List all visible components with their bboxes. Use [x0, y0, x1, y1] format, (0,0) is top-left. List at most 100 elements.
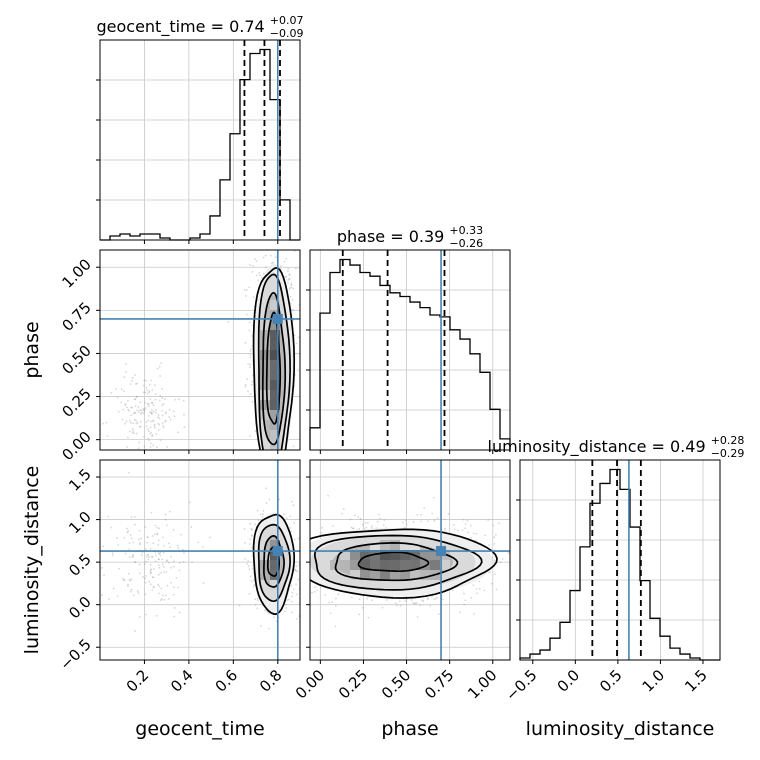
scatter-point: [248, 592, 251, 595]
scatter-point: [151, 402, 154, 404]
scatter-point: [265, 610, 268, 612]
scatter-point: [257, 519, 260, 522]
scatter-point: [513, 584, 515, 586]
scatter-point: [379, 517, 382, 520]
scatter-point: [128, 419, 131, 422]
density-bin: [270, 440, 280, 450]
scatter-point: [142, 575, 145, 578]
contour-line: [313, 534, 483, 591]
scatter-point: [287, 279, 289, 281]
scatter-point: [547, 556, 549, 558]
scatter-point: [155, 614, 158, 617]
scatter-point: [426, 598, 429, 601]
scatter-point: [158, 417, 161, 420]
scatter-point: [138, 563, 141, 566]
title-minus: −0.09: [270, 27, 304, 40]
scatter-point: [155, 446, 158, 449]
scatter-point: [154, 524, 157, 527]
scatter-point: [130, 516, 133, 519]
scatter-point: [157, 552, 160, 555]
scatter-point: [352, 527, 355, 530]
scatter-point: [148, 411, 151, 414]
scatter-point: [144, 593, 147, 596]
scatter-point: [262, 272, 265, 275]
scatter-point: [251, 380, 254, 383]
scatter-point: [264, 609, 266, 611]
scatter-point: [247, 565, 250, 567]
scatter-point: [292, 445, 295, 448]
scatter-point: [135, 422, 138, 425]
scatter-point: [164, 420, 166, 423]
scatter-point: [183, 426, 186, 429]
scatter-point: [291, 298, 294, 301]
scatter-point: [287, 267, 290, 270]
scatter-point: [287, 281, 289, 284]
scatter-point: [254, 523, 256, 526]
scatter-point: [382, 524, 385, 527]
scatter-point: [327, 494, 330, 497]
density-bin: [440, 560, 450, 570]
scatter-point: [262, 465, 264, 467]
scatter-point: [132, 412, 135, 415]
scatter-point: [135, 395, 138, 398]
scatter-point: [162, 551, 165, 554]
scatter-point: [288, 489, 290, 491]
scatter-point: [249, 354, 252, 357]
scatter-point: [140, 411, 143, 414]
scatter-point: [399, 604, 402, 607]
panel-hist-phase: phase = 0.39 +0.33 −0.26: [306, 224, 511, 451]
scatter-point: [431, 512, 433, 515]
scatter-point: [357, 516, 360, 518]
y-tick-label-luminosity_distance: 1.0: [65, 508, 95, 538]
density-bin: [270, 400, 280, 410]
density-bin: [360, 550, 370, 560]
scatter-point: [154, 554, 157, 557]
scatter-point: [131, 431, 134, 434]
scatter-point: [138, 425, 141, 428]
scatter-point: [146, 536, 149, 539]
density-bin: [410, 560, 420, 570]
scatter-point: [297, 537, 300, 540]
scatter-point: [148, 580, 151, 583]
scatter-point: [332, 525, 334, 527]
scatter-point: [153, 424, 156, 427]
scatter-point: [493, 542, 496, 545]
scatter-point: [290, 309, 293, 311]
scatter-point: [140, 409, 143, 412]
scatter-point: [489, 571, 491, 574]
scatter-point: [105, 421, 108, 424]
scatter-point: [127, 530, 130, 532]
scatter-point: [255, 260, 258, 263]
scatter-point: [143, 563, 146, 565]
scatter-point: [132, 594, 135, 597]
scatter-point: [122, 577, 124, 580]
scatter-point: [294, 568, 296, 571]
scatter-point: [157, 583, 160, 586]
density-bin: [260, 350, 270, 360]
scatter-point: [129, 421, 132, 424]
density-bin: [350, 560, 360, 570]
scatter-point: [152, 585, 155, 588]
density-bin: [270, 380, 280, 390]
scatter-point: [158, 592, 160, 595]
scatter-point: [306, 279, 308, 281]
scatter-point: [130, 588, 133, 591]
scatter-point: [284, 275, 287, 278]
scatter-point: [123, 579, 126, 581]
x-axis-label-geocent-time: geocent_time: [135, 718, 264, 740]
scatter-point: [463, 603, 466, 606]
scatter-point: [149, 426, 152, 429]
scatter-point: [401, 521, 404, 524]
y-tick-label-phase: 1.00: [58, 255, 94, 291]
scatter-point: [158, 585, 161, 588]
scatter-point: [178, 611, 181, 614]
density-bin: [370, 570, 380, 580]
scatter-point: [249, 575, 252, 578]
scatter-point: [265, 487, 268, 490]
scatter-point: [264, 254, 267, 257]
scatter-point: [201, 545, 204, 548]
scatter-point: [484, 534, 486, 537]
scatter-point: [152, 404, 155, 407]
scatter-point: [251, 374, 254, 377]
scatter-point: [469, 524, 472, 527]
